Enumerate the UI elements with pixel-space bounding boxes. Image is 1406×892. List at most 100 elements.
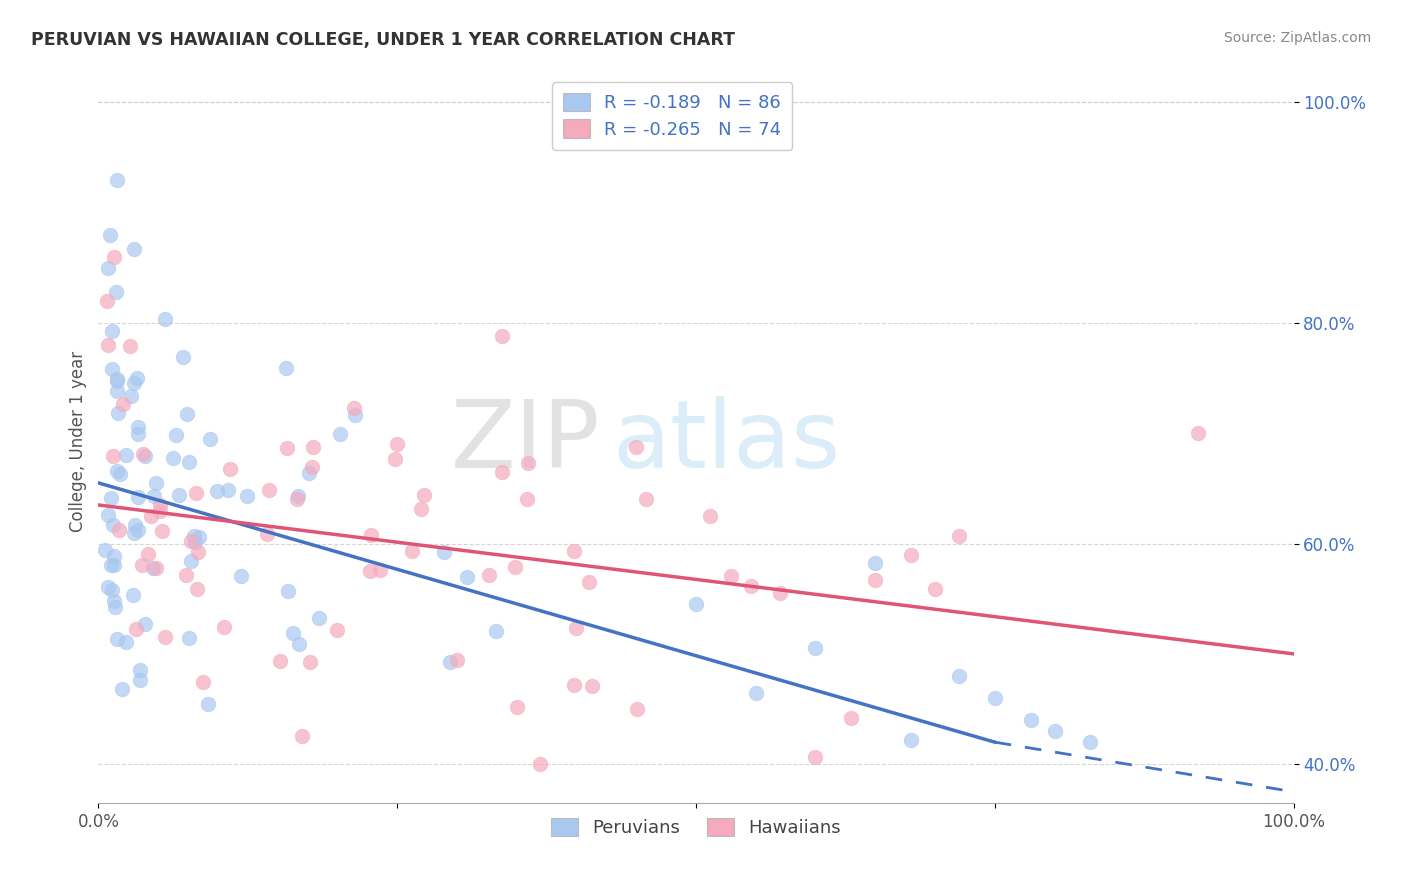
Point — [865, 556, 887, 570]
Point — [506, 700, 529, 714]
Point — [456, 570, 478, 584]
Point — [384, 452, 406, 467]
Point — [97, 260, 120, 275]
Point — [287, 489, 309, 503]
Point — [212, 620, 235, 634]
Point — [257, 483, 280, 497]
Point — [114, 448, 136, 462]
Point — [115, 634, 138, 648]
Point — [122, 243, 145, 257]
Point — [101, 582, 124, 597]
Point — [105, 384, 128, 398]
Point — [187, 545, 209, 559]
Point — [125, 622, 148, 636]
Point — [105, 372, 128, 386]
Point — [699, 509, 721, 524]
Point — [107, 406, 129, 420]
Point — [503, 560, 526, 574]
Point — [96, 293, 118, 308]
Point — [562, 544, 585, 558]
Point — [485, 624, 508, 639]
Point — [478, 568, 501, 582]
Point — [256, 526, 278, 541]
Point — [900, 733, 922, 747]
Point — [277, 583, 299, 598]
Point — [145, 475, 167, 490]
Point — [745, 686, 768, 700]
Text: ZIP: ZIP — [451, 395, 600, 488]
Point — [100, 491, 122, 506]
Point — [97, 508, 120, 522]
Point — [948, 669, 970, 683]
Point — [127, 427, 149, 442]
Point — [145, 560, 167, 574]
Point — [1043, 724, 1066, 739]
Y-axis label: College, Under 1 year: College, Under 1 year — [69, 351, 87, 533]
Point — [281, 625, 304, 640]
Point — [219, 462, 242, 476]
Point — [768, 586, 790, 600]
Point — [900, 548, 922, 562]
Point — [111, 681, 134, 696]
Point — [200, 432, 222, 446]
Point — [626, 441, 648, 455]
Point — [517, 457, 540, 471]
Point — [111, 397, 134, 411]
Point — [326, 624, 349, 638]
Point — [103, 250, 125, 264]
Point — [172, 350, 194, 364]
Point — [167, 488, 190, 502]
Point — [149, 498, 172, 512]
Point — [626, 701, 648, 715]
Point — [149, 504, 172, 518]
Point — [129, 663, 152, 677]
Point — [177, 455, 200, 469]
Point — [516, 492, 538, 507]
Point — [120, 388, 142, 402]
Point — [118, 339, 141, 353]
Point — [276, 360, 298, 375]
Point — [134, 450, 156, 464]
Point — [136, 547, 159, 561]
Point — [127, 420, 149, 434]
Text: Source: ZipAtlas.com: Source: ZipAtlas.com — [1223, 31, 1371, 45]
Point — [433, 544, 456, 558]
Point — [343, 401, 366, 415]
Point — [141, 508, 163, 523]
Point — [409, 502, 432, 516]
Point — [134, 617, 156, 632]
Point — [298, 466, 321, 480]
Point — [104, 285, 127, 300]
Point — [150, 524, 173, 538]
Point — [184, 535, 207, 549]
Text: atlas: atlas — [613, 395, 841, 488]
Text: PERUVIAN VS HAWAIIAN COLLEGE, UNDER 1 YEAR CORRELATION CHART: PERUVIAN VS HAWAIIAN COLLEGE, UNDER 1 YE… — [31, 31, 735, 49]
Point — [285, 491, 308, 506]
Point — [301, 459, 323, 474]
Point — [131, 558, 153, 573]
Point — [287, 637, 309, 651]
Point — [804, 640, 827, 655]
Point — [142, 560, 165, 574]
Point — [1080, 735, 1102, 749]
Point — [329, 427, 352, 442]
Point — [121, 588, 143, 602]
Point — [191, 674, 214, 689]
Point — [685, 597, 707, 611]
Point — [439, 655, 461, 669]
Point — [578, 574, 600, 589]
Point — [720, 569, 742, 583]
Point — [129, 673, 152, 688]
Point — [581, 679, 603, 693]
Point — [368, 564, 391, 578]
Point — [205, 484, 228, 499]
Point — [94, 542, 117, 557]
Point — [804, 749, 827, 764]
Point — [529, 757, 551, 772]
Point — [634, 492, 657, 507]
Point — [491, 328, 513, 343]
Point — [155, 631, 177, 645]
Point — [98, 227, 121, 242]
Point — [108, 467, 131, 481]
Point — [187, 530, 209, 544]
